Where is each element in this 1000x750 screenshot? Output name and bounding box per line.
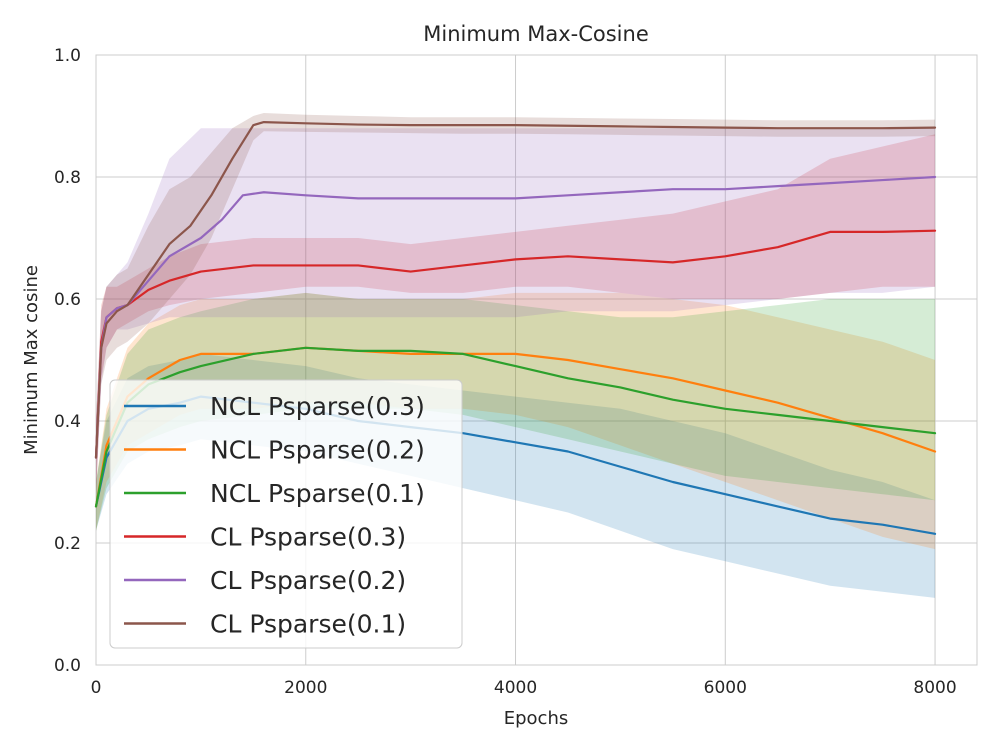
x-tick-label: 2000	[284, 678, 327, 698]
y-tick-label: 0.8	[54, 168, 81, 188]
y-tick-label: 0.2	[54, 534, 81, 554]
x-axis-label: Epochs	[504, 708, 569, 729]
y-tick-label: 0.4	[54, 412, 81, 432]
series-band-5	[96, 128, 936, 495]
y-tick-label: 0.0	[54, 656, 81, 676]
y-tick-labels: 0.0 0.2 0.4 0.6 0.8 1.0	[54, 46, 81, 676]
x-tick-label: 4000	[494, 678, 537, 698]
legend-label-3: NCL Psparse(0.1)	[210, 479, 425, 508]
legend: NCL Psparse(0.3) NCL Psparse(0.2) NCL Pspa…	[109, 379, 463, 649]
y-tick-label: 1.0	[54, 46, 81, 66]
legend-label-6: CL Psparse(0.1)	[210, 610, 406, 639]
x-tick-label: 8000	[913, 678, 956, 698]
y-axis-label: Minimum Max cosine	[21, 265, 42, 455]
legend-label-5: CL Psparse(0.2)	[210, 566, 406, 595]
series-band-4	[96, 134, 936, 495]
y-tick-label: 0.6	[54, 290, 81, 310]
legend-label-2: NCL Psparse(0.2)	[210, 436, 425, 465]
chart-title: Minimum Max-Cosine	[423, 22, 649, 46]
legend-box	[109, 379, 463, 649]
x-tick-labels: 0 2000 4000 6000 8000	[91, 678, 957, 698]
series-line-2	[94, 346, 937, 508]
series-band-3	[96, 292, 936, 531]
legend-label-4: CL Psparse(0.3)	[210, 523, 406, 552]
x-tick-label: 6000	[704, 678, 747, 698]
x-tick-label: 0	[91, 678, 102, 698]
legend-label-1: NCL Psparse(0.3)	[210, 392, 425, 421]
series-band-2	[96, 292, 936, 550]
series-line-6	[94, 120, 937, 459]
